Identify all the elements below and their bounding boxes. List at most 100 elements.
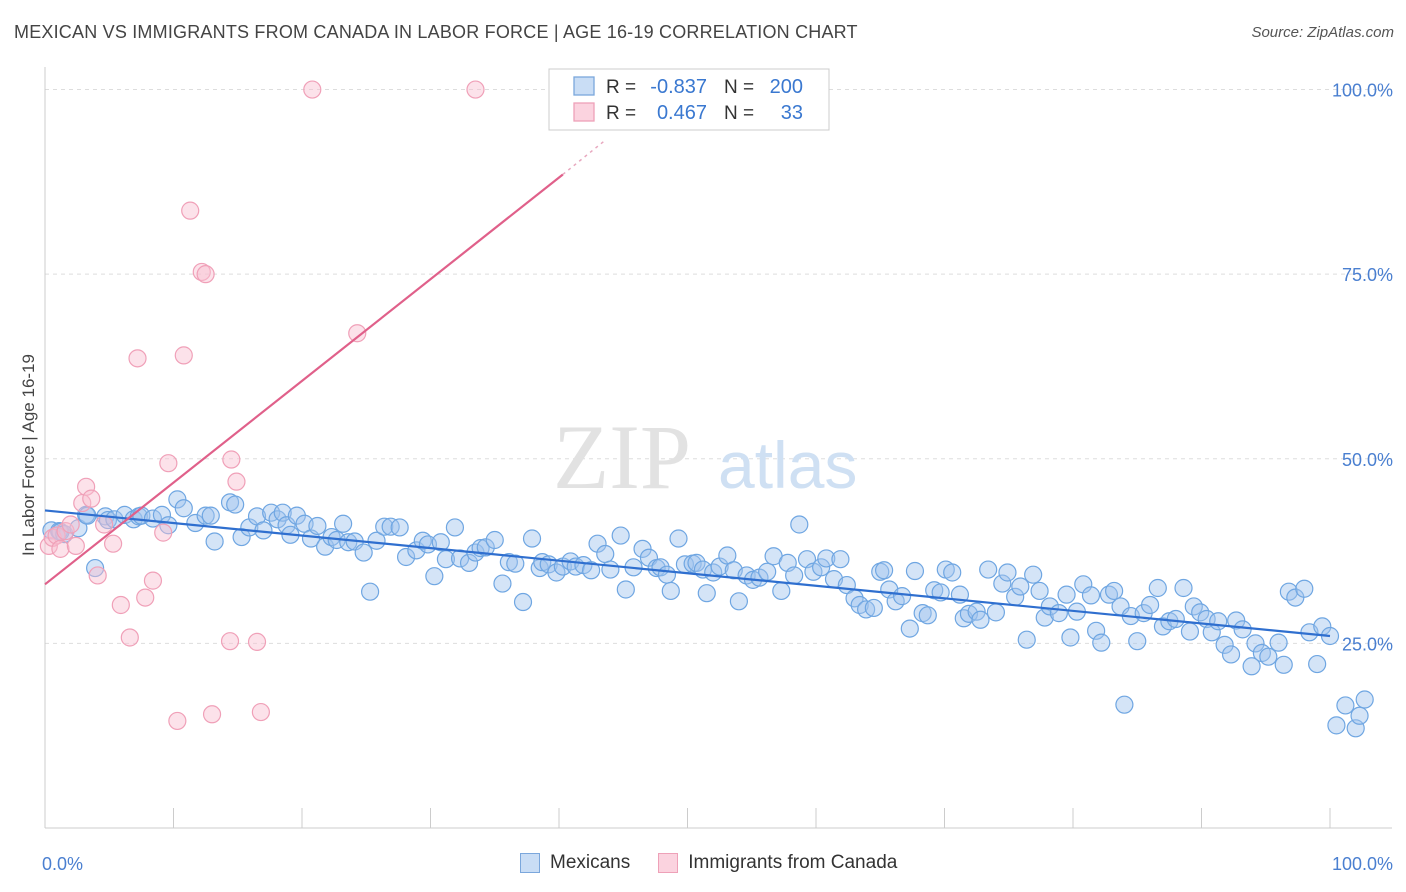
- stats-r-value-2: 0.467: [657, 102, 707, 124]
- point-mexicans: [900, 619, 919, 638]
- point-mexicans: [633, 539, 652, 558]
- data-points: [39, 80, 1374, 738]
- trend-line-mexicans: [44, 509, 1331, 638]
- point-mexicans: [943, 563, 962, 582]
- legend-item-mexicans[interactable]: Mexicans: [520, 852, 630, 874]
- point-canada: [104, 534, 123, 553]
- point-mexicans: [1140, 595, 1160, 615]
- point-mexicans: [1336, 696, 1355, 715]
- point-mexicans: [1017, 630, 1036, 649]
- point-mexicans: [772, 581, 791, 601]
- stats-r-label-1: R =: [606, 77, 636, 98]
- point-mexicans: [339, 533, 358, 552]
- point-canada: [128, 349, 147, 368]
- source-label: Source: ZipAtlas.com: [1251, 24, 1394, 41]
- point-mexicans: [812, 558, 831, 577]
- point-mexicans: [143, 509, 163, 528]
- point-mexicans: [1327, 716, 1346, 735]
- legend-swatch-canada: [658, 853, 679, 873]
- point-mexicans: [1011, 577, 1030, 596]
- point-mexicans: [831, 550, 850, 569]
- trend-line-canada-extension: [562, 140, 605, 176]
- point-mexicans: [445, 518, 465, 537]
- point-mexicans: [201, 506, 220, 525]
- point-mexicans: [1128, 632, 1147, 651]
- point-mexicans: [1221, 645, 1241, 664]
- point-mexicans: [226, 495, 245, 514]
- point-mexicans: [425, 567, 444, 586]
- point-canada: [168, 711, 187, 731]
- point-canada: [61, 515, 80, 534]
- y-tick-label: 25.0%: [1342, 634, 1393, 654]
- point-mexicans: [1174, 578, 1193, 598]
- point-mexicans: [308, 516, 327, 536]
- point-mexicans: [1295, 579, 1314, 598]
- point-mexicans: [334, 514, 353, 533]
- trend-line-canada: [44, 173, 564, 586]
- point-mexicans: [1092, 633, 1111, 652]
- stats-n-label-2: N =: [724, 103, 754, 124]
- point-mexicans: [1105, 581, 1124, 601]
- point-canada: [88, 566, 107, 585]
- stats-swatch-canada: [573, 102, 595, 122]
- point-mexicans: [1209, 612, 1228, 631]
- point-mexicans: [1233, 620, 1252, 639]
- point-mexicans: [390, 518, 409, 537]
- axes: [44, 67, 1392, 829]
- point-mexicans: [105, 510, 124, 529]
- point-mexicans: [1180, 622, 1200, 641]
- point-mexicans: [513, 592, 533, 612]
- point-mexicans: [596, 544, 615, 564]
- point-mexicans: [1115, 695, 1134, 714]
- point-mexicans: [611, 526, 630, 545]
- point-canada: [51, 539, 70, 558]
- point-mexicans: [499, 553, 518, 572]
- point-mexicans: [1274, 655, 1293, 674]
- point-mexicans: [697, 584, 716, 603]
- point-canada: [154, 523, 173, 542]
- point-mexicans: [1148, 578, 1167, 598]
- point-mexicans: [1246, 634, 1265, 653]
- point-mexicans: [864, 598, 883, 618]
- point-canada: [174, 346, 193, 365]
- point-mexicans: [1049, 604, 1068, 623]
- point-mexicans: [459, 553, 479, 572]
- stats-swatch-mexicans: [573, 76, 595, 96]
- point-mexicans: [205, 532, 224, 551]
- point-canada: [220, 632, 240, 651]
- point-mexicans: [375, 517, 394, 536]
- chart-title: MEXICAN VS IMMIGRANTS FROM CANADA IN LAB…: [14, 22, 858, 42]
- point-mexicans: [971, 610, 990, 629]
- point-mexicans: [186, 513, 205, 533]
- legend-label-canada: Immigrants from Canada: [688, 852, 898, 873]
- point-canada: [227, 472, 246, 491]
- point-mexicans: [522, 529, 542, 548]
- point-mexicans: [232, 527, 251, 547]
- point-canada: [181, 201, 200, 220]
- point-canada: [82, 489, 101, 508]
- point-mexicans: [905, 561, 925, 581]
- legend-item-canada[interactable]: Immigrants from Canada: [658, 852, 897, 874]
- point-canada: [251, 702, 270, 722]
- point-mexicans: [790, 515, 809, 534]
- y-axis-label: In Labor Force | Age 16-19: [19, 354, 38, 556]
- point-mexicans: [1350, 706, 1369, 725]
- point-canada: [66, 536, 85, 556]
- point-mexicans: [1040, 597, 1059, 616]
- point-mexicans: [601, 560, 620, 579]
- point-mexicans: [998, 563, 1017, 582]
- point-mexicans: [396, 547, 416, 567]
- point-mexicans: [168, 490, 187, 509]
- stats-r-label-2: R =: [606, 103, 636, 124]
- point-mexicans: [1087, 621, 1106, 640]
- point-mexicans: [616, 580, 635, 599]
- point-mexicans: [993, 574, 1012, 593]
- point-mexicans: [1215, 635, 1234, 654]
- point-mexicans: [657, 565, 677, 584]
- point-mexicans: [1355, 690, 1374, 709]
- x-tick-label: 0.0%: [42, 854, 83, 874]
- watermark-zip: ZIP: [553, 406, 691, 508]
- point-mexicans: [1061, 628, 1080, 647]
- point-mexicans: [986, 603, 1006, 622]
